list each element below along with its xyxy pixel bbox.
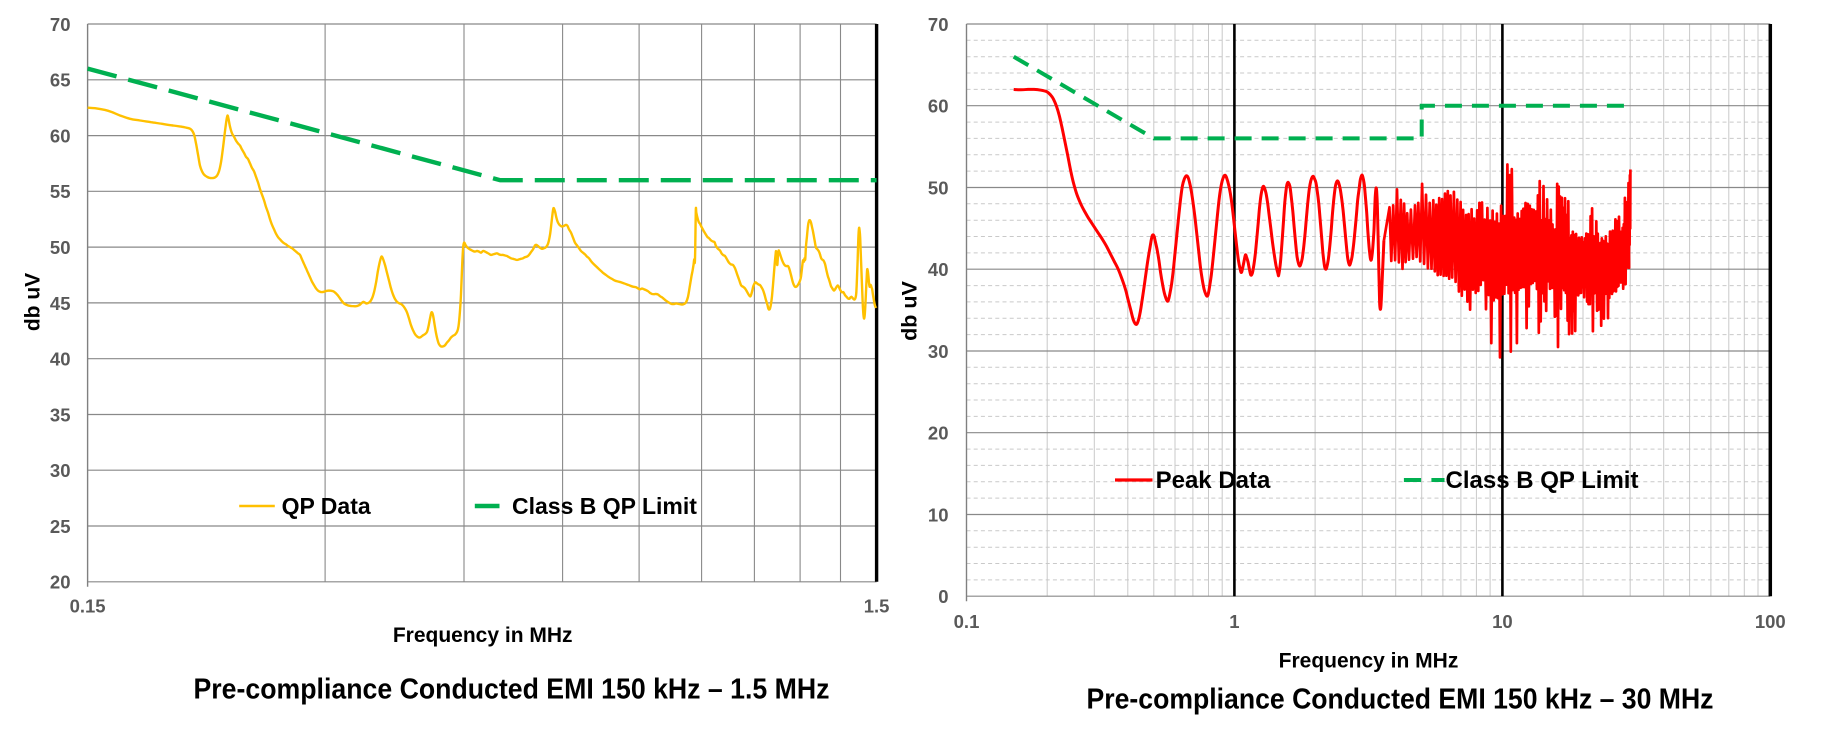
svg-text:40: 40 [928, 259, 949, 280]
svg-text:45: 45 [50, 293, 71, 314]
svg-text:1: 1 [1229, 611, 1239, 632]
svg-text:10: 10 [1492, 611, 1513, 632]
svg-text:0.15: 0.15 [70, 596, 106, 617]
svg-text:50: 50 [928, 177, 949, 198]
svg-text:Frequency in MHz: Frequency in MHz [1279, 650, 1459, 673]
svg-text:1.5: 1.5 [864, 596, 890, 617]
svg-text:Pre-compliance Conducted EMI 1: Pre-compliance Conducted EMI 150 kHz – 1… [194, 674, 830, 706]
svg-text:Pre-compliance Conducted EMI 1: Pre-compliance Conducted EMI 150 kHz – 3… [1087, 684, 1714, 716]
svg-text:Frequency in MHz: Frequency in MHz [393, 624, 573, 647]
svg-text:70: 70 [928, 14, 949, 35]
svg-text:10: 10 [928, 504, 949, 525]
svg-text:65: 65 [50, 70, 71, 91]
svg-text:db uV: db uV [898, 280, 922, 340]
svg-text:30: 30 [50, 460, 71, 481]
svg-text:0.1: 0.1 [954, 611, 980, 632]
svg-text:db uV: db uV [22, 273, 45, 331]
svg-text:35: 35 [50, 404, 71, 425]
svg-text:100: 100 [1755, 611, 1786, 632]
svg-text:55: 55 [50, 181, 71, 202]
svg-text:30: 30 [928, 341, 949, 362]
svg-text:60: 60 [50, 126, 71, 147]
svg-text:25: 25 [50, 516, 71, 537]
svg-text:QP Data: QP Data [282, 493, 371, 519]
svg-text:40: 40 [50, 349, 71, 370]
svg-text:20: 20 [928, 423, 949, 444]
svg-text:70: 70 [50, 14, 71, 35]
svg-text:60: 60 [928, 96, 949, 117]
svg-text:Class B QP Limit: Class B QP Limit [1446, 467, 1639, 494]
svg-text:50: 50 [50, 237, 71, 258]
svg-text:0: 0 [938, 586, 948, 607]
svg-text:Peak Data: Peak Data [1156, 467, 1271, 494]
svg-text:Class B QP Limit: Class B QP Limit [512, 493, 697, 519]
svg-text:20: 20 [50, 572, 71, 593]
